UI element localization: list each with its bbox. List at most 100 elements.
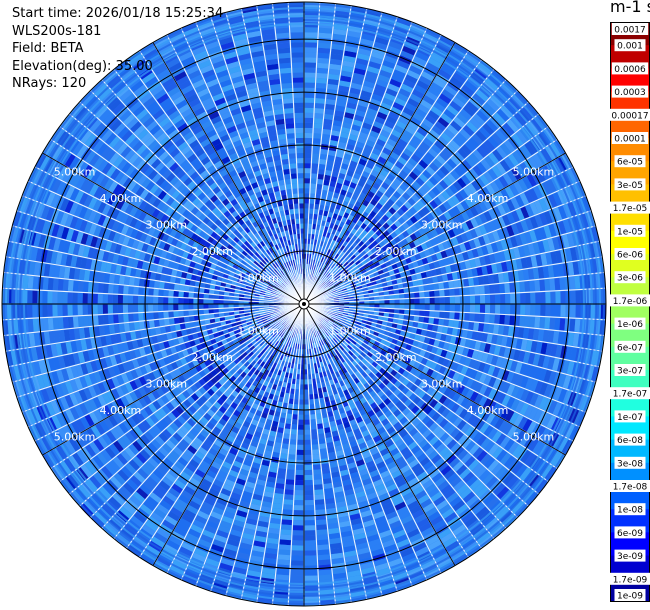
data-gate <box>539 428 551 442</box>
data-gate <box>304 394 309 400</box>
data-gate <box>449 520 464 532</box>
data-gate <box>279 539 291 546</box>
data-gate <box>441 326 449 334</box>
data-gate <box>286 413 293 420</box>
data-gate <box>292 414 298 420</box>
data-gate <box>441 407 451 418</box>
data-gate <box>181 542 195 552</box>
data-gate <box>341 343 347 349</box>
data-gate <box>467 414 477 425</box>
data-gate <box>466 475 478 487</box>
data-gate <box>334 445 343 452</box>
data-gate <box>233 519 245 528</box>
data-gate <box>337 332 344 338</box>
data-gate <box>340 530 353 538</box>
data-gate <box>405 389 414 398</box>
data-gate <box>288 454 296 460</box>
data-gate <box>476 486 489 498</box>
data-gate <box>380 534 394 544</box>
data-gate <box>455 503 469 516</box>
data-gate <box>358 367 365 375</box>
data-gate <box>498 346 506 357</box>
data-gate <box>448 319 455 328</box>
data-gate <box>426 377 435 386</box>
data-gate <box>400 464 411 474</box>
data-gate <box>394 309 400 314</box>
data-gate <box>427 324 434 331</box>
data-gate <box>158 281 165 289</box>
data-gate <box>395 400 404 409</box>
data-gate <box>311 439 319 445</box>
data-gate <box>311 444 319 450</box>
data-gate <box>107 304 113 314</box>
data-gate <box>511 373 520 385</box>
data-gate <box>148 288 154 296</box>
data-gate <box>278 463 287 470</box>
data-gate <box>347 570 361 578</box>
data-gate <box>449 457 461 469</box>
data-gate <box>315 509 326 516</box>
data-gate <box>261 396 268 403</box>
data-gate <box>496 368 505 380</box>
data-gate <box>351 423 359 431</box>
data-gate <box>430 491 443 502</box>
data-gate <box>509 315 516 326</box>
data-gate <box>328 451 336 459</box>
data-gate <box>312 449 320 455</box>
data-gate <box>473 405 483 416</box>
data-gate <box>342 354 349 361</box>
data-gate <box>192 552 206 563</box>
data-gate <box>439 384 448 395</box>
data-gate <box>358 500 369 509</box>
data-gate <box>304 469 313 476</box>
data-gate <box>300 374 304 380</box>
data-gate <box>339 464 348 472</box>
data-gate <box>233 438 243 447</box>
data-gate <box>311 434 318 440</box>
data-gate <box>243 527 256 536</box>
data-gate <box>227 501 239 510</box>
data-gate <box>318 564 332 571</box>
data-gate <box>408 359 416 367</box>
data-gate <box>271 420 279 428</box>
data-gate <box>337 352 343 359</box>
data-gate <box>128 276 135 286</box>
data-gate <box>453 416 463 428</box>
data-gate <box>313 388 318 395</box>
data-gate <box>407 441 418 451</box>
data-gate <box>407 338 414 346</box>
data-gate <box>343 484 353 491</box>
data-gate <box>321 412 328 419</box>
data-gate <box>332 481 343 488</box>
data-gate <box>267 532 280 540</box>
data-gate <box>386 322 393 328</box>
data-gate <box>332 476 342 483</box>
data-gate <box>555 304 561 317</box>
data-gate <box>242 532 255 541</box>
data-gate <box>364 304 370 308</box>
data-gate <box>315 413 322 420</box>
data-gate <box>387 515 400 525</box>
data-gate <box>331 552 344 560</box>
data-gate <box>212 539 226 548</box>
data-gate <box>459 408 469 419</box>
data-gate <box>324 354 329 361</box>
data-gate <box>244 416 253 424</box>
data-gate <box>163 297 169 304</box>
data-gate <box>371 548 385 557</box>
data-gate <box>343 447 352 455</box>
data-gate <box>515 464 528 478</box>
data-gate <box>382 539 396 548</box>
data-gate <box>360 473 371 481</box>
data-gate <box>557 373 567 388</box>
data-gate <box>319 574 333 581</box>
data-gate <box>325 359 331 366</box>
data-gate <box>330 542 342 550</box>
data-gate <box>268 409 276 416</box>
data-gate <box>345 338 351 345</box>
data-gate <box>413 361 421 370</box>
data-gate <box>364 307 370 311</box>
data-gate <box>432 354 441 363</box>
data-gate <box>325 437 333 444</box>
data-gate <box>276 478 286 485</box>
